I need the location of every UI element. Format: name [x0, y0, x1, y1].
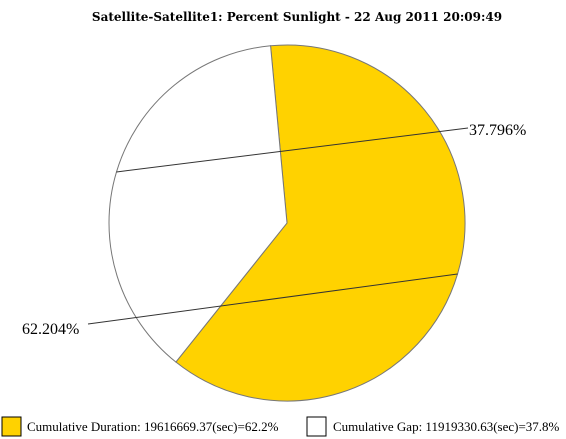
slice-label-duration: 62.204% [22, 321, 79, 338]
legend-label-gap: Cumulative Gap: 11919330.63(sec)=37.8% [333, 419, 560, 434]
pie-slices [108, 44, 466, 402]
legend-label-duration: Cumulative Duration: 19616669.37(sec)=62… [27, 419, 279, 434]
slice-leader-line-duration [87, 273, 458, 325]
slice-leader-line-gap [116, 127, 469, 173]
legend-swatch-duration [1, 416, 22, 437]
legend-swatch-gap [306, 416, 327, 437]
chart-title: Satellite-Satellite1: Percent Sunlight -… [92, 10, 502, 24]
legend: Cumulative Duration: 19616669.37(sec)=62… [1, 416, 560, 437]
slice-label-gap: 37.796% [469, 122, 526, 139]
